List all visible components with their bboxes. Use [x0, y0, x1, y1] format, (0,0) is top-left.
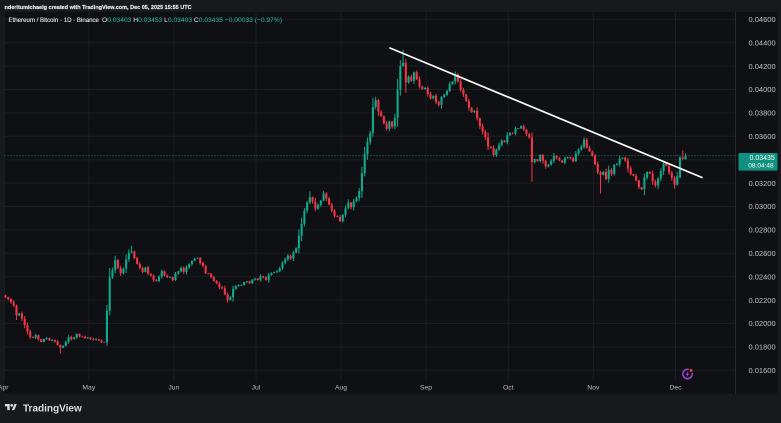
- svg-text:0.03600: 0.03600: [749, 132, 776, 141]
- svg-text:0.04600: 0.04600: [749, 15, 776, 24]
- svg-text:0.01800: 0.01800: [749, 343, 776, 352]
- svg-text:Nov: Nov: [587, 385, 600, 392]
- svg-text:nderitumichaelg created with T: nderitumichaelg created with TradingView…: [5, 5, 192, 11]
- svg-text:Dec: Dec: [669, 385, 682, 392]
- svg-text:TradingView: TradingView: [23, 404, 82, 415]
- svg-text:Jul: Jul: [252, 385, 261, 392]
- svg-text:0.02600: 0.02600: [749, 249, 776, 258]
- svg-text:0.02800: 0.02800: [749, 226, 776, 235]
- svg-text:08:04:48: 08:04:48: [748, 163, 774, 170]
- svg-text:0.03000: 0.03000: [749, 202, 776, 211]
- svg-text:0.04400: 0.04400: [749, 38, 776, 47]
- svg-text:Oct: Oct: [503, 385, 514, 392]
- svg-text:O0.03403 H0.03453 L0.03403 C0.: O0.03403 H0.03453 L0.03403 C0.03435 −0.0…: [102, 17, 282, 24]
- svg-text:0.02400: 0.02400: [749, 272, 776, 281]
- svg-text:May: May: [82, 385, 95, 392]
- svg-text:0.02200: 0.02200: [749, 296, 776, 305]
- svg-text:0.04200: 0.04200: [749, 62, 776, 71]
- svg-text:0.04000: 0.04000: [749, 85, 776, 94]
- svg-text:Jun: Jun: [168, 385, 179, 392]
- svg-text:0.03800: 0.03800: [749, 109, 776, 118]
- svg-text:0.03435: 0.03435: [750, 155, 775, 162]
- svg-text:Ethereum / Bitcoin · 1D · Bina: Ethereum / Bitcoin · 1D · Binance: [9, 17, 100, 24]
- svg-text:Sep: Sep: [420, 385, 432, 392]
- svg-text:0.01600: 0.01600: [749, 366, 776, 375]
- svg-text:Apr: Apr: [0, 385, 9, 392]
- svg-text:Aug: Aug: [335, 385, 347, 392]
- svg-text:0.02000: 0.02000: [749, 319, 776, 328]
- svg-text:0.03200: 0.03200: [749, 179, 776, 188]
